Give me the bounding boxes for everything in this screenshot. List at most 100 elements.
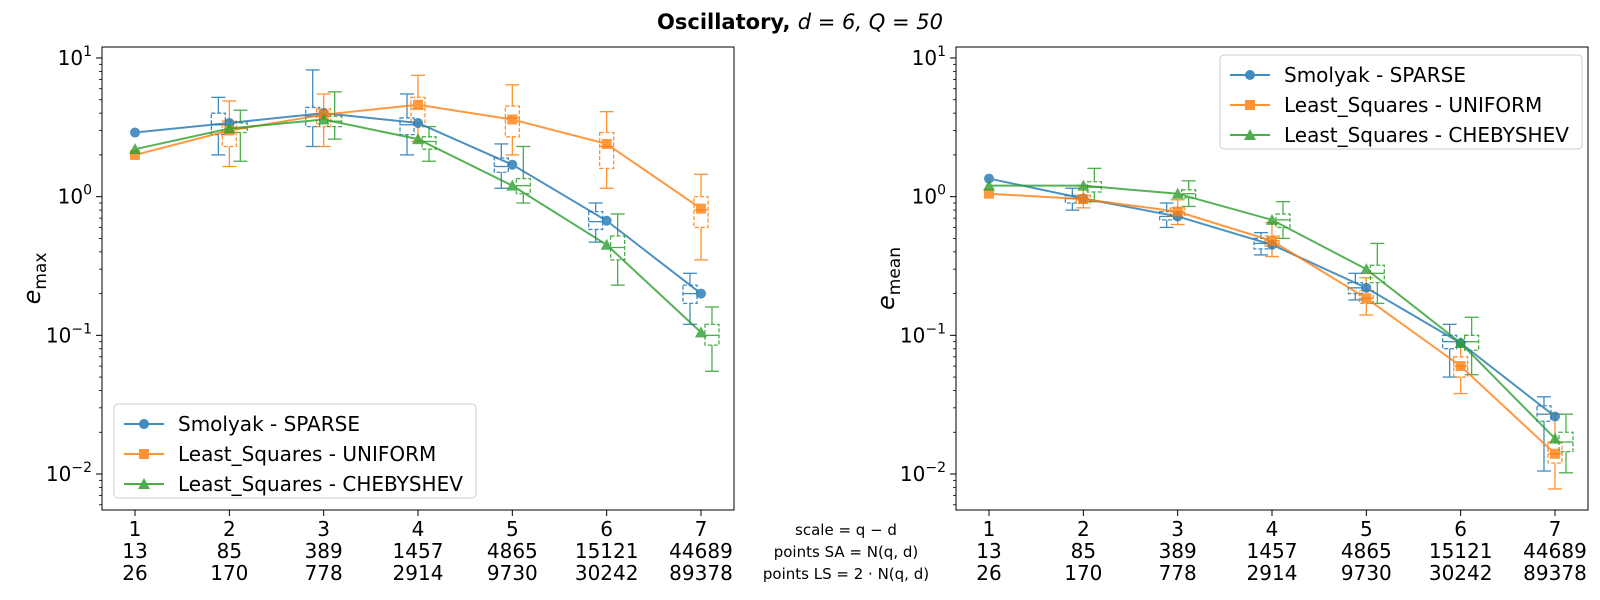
x-tick-label: 85 [1071,539,1096,563]
box-plot [210,96,226,156]
y-tick-base: 10 [912,46,937,70]
x-tick-label: 2 [1077,517,1090,541]
panel-right-e-mean: 10−210−1100101emean113262851703389778414… [872,44,1589,585]
y-tick-exponent: −2 [71,460,92,476]
x-tick-label: 778 [305,561,343,585]
legend-marker [138,478,150,489]
x-tick-label: 1 [983,517,996,541]
box-plot [1558,413,1574,474]
data-point [601,215,612,226]
y-axis-label: emean [872,247,905,310]
data-point [1548,432,1561,444]
x-tick-label: 30242 [575,561,639,585]
box-plot [1275,201,1291,240]
x-tick-label: 89378 [669,561,733,585]
box-body [421,136,437,150]
x-tick-label: 4865 [487,539,538,563]
data-point [1361,282,1372,293]
legend-item [1230,100,1270,110]
data-point [695,288,706,299]
x-tick-label: 2 [223,517,236,541]
x-tick-label: 7 [695,517,708,541]
box-body [1275,213,1291,229]
x-tick-label: 13 [122,539,147,563]
data-point [983,179,996,191]
y-tick-base: 10 [46,323,71,347]
y-tick-exponent: −1 [925,321,946,337]
data-point [1360,263,1373,275]
data-point [1078,194,1089,205]
box-plot [693,173,709,261]
x-tick-label: 6 [600,517,613,541]
y-tick-label: 100 [912,183,946,209]
points-sa-label: points SA = N(q, d) [774,543,919,561]
x-tick-label: 170 [210,561,248,585]
x-tick-label: 44689 [1523,539,1587,563]
y-tick-exponent: −1 [71,321,92,337]
x-tick-label: 26 [976,561,1001,585]
figure-title-bold: Oscillatory, [657,10,798,34]
box-plot [599,111,615,189]
legend-item [1230,129,1270,140]
y-tick-exponent: 1 [937,44,946,60]
x-tick-label: 4865 [1341,539,1392,563]
y-tick-label: 10−1 [46,321,92,347]
legend-frame [113,403,477,499]
data-point [507,159,518,170]
y-axis-label-sub: mean [885,247,905,295]
figure-title: Oscillatory, d = 6, Q = 50 [657,10,943,34]
box-body [504,105,520,138]
y-tick-base: 10 [912,185,937,209]
series-2 [129,113,707,338]
x-tick-label: 30242 [1429,561,1493,585]
x-tick-label: 1457 [393,539,444,563]
x-tick-label: 6 [1454,517,1467,541]
x-tick-label: 44689 [669,539,733,563]
y-tick-label: 10−1 [900,321,946,347]
data-point [1549,448,1560,459]
legend-label: Least_Squares - UNIFORM [1284,93,1542,117]
legend-marker [139,449,149,459]
box-plot [588,202,604,243]
legend-marker [139,419,149,429]
data-point [694,326,707,338]
panel-left-e-max: 10−210−1100101emax1132628517033897784145… [18,44,735,585]
legend-marker [1245,70,1255,80]
legend-marker [1244,129,1256,140]
y-tick-label: 100 [58,183,92,209]
legend-item [1230,70,1270,80]
data-point [130,127,141,138]
data-point [695,203,706,214]
data-point [601,138,612,149]
box-body [1453,356,1469,378]
box-plot [1442,323,1458,378]
y-tick-base: 10 [900,462,925,486]
legend-item [124,419,164,429]
series-1 [984,188,1560,459]
x-tick-label: 15121 [1429,539,1493,563]
y-tick-base: 10 [58,46,83,70]
y-axis-label: emax [18,253,51,305]
data-point [130,149,141,160]
x-tick-label: 13 [976,539,1001,563]
x-tick-label: 1 [129,517,142,541]
box-plot [1086,167,1102,203]
box-plot [399,93,415,156]
y-axis-label-main: e [18,290,46,305]
x-tick-label: 3 [317,517,330,541]
x-tick-label: 7 [1549,517,1562,541]
data-point [506,179,519,191]
x-tick-label: 89378 [1523,561,1587,585]
x-tick-label: 3 [1171,517,1184,541]
x-tick-label: 389 [1159,539,1197,563]
data-point [507,114,518,125]
legend-label: Least_Squares - UNIFORM [178,442,436,466]
data-point [1549,411,1560,422]
legend: Smolyak - SPARSE Least_Squares - UNIFORM L… [113,403,477,499]
legend-label: Least_Squares - CHEBYSHEV [1284,123,1569,147]
series-0 [984,173,1560,422]
points-ls-label: points LS = 2 · N(q, d) [763,565,929,583]
series-1 [130,99,706,214]
legend-label: Least_Squares - CHEBYSHEV [178,472,463,496]
